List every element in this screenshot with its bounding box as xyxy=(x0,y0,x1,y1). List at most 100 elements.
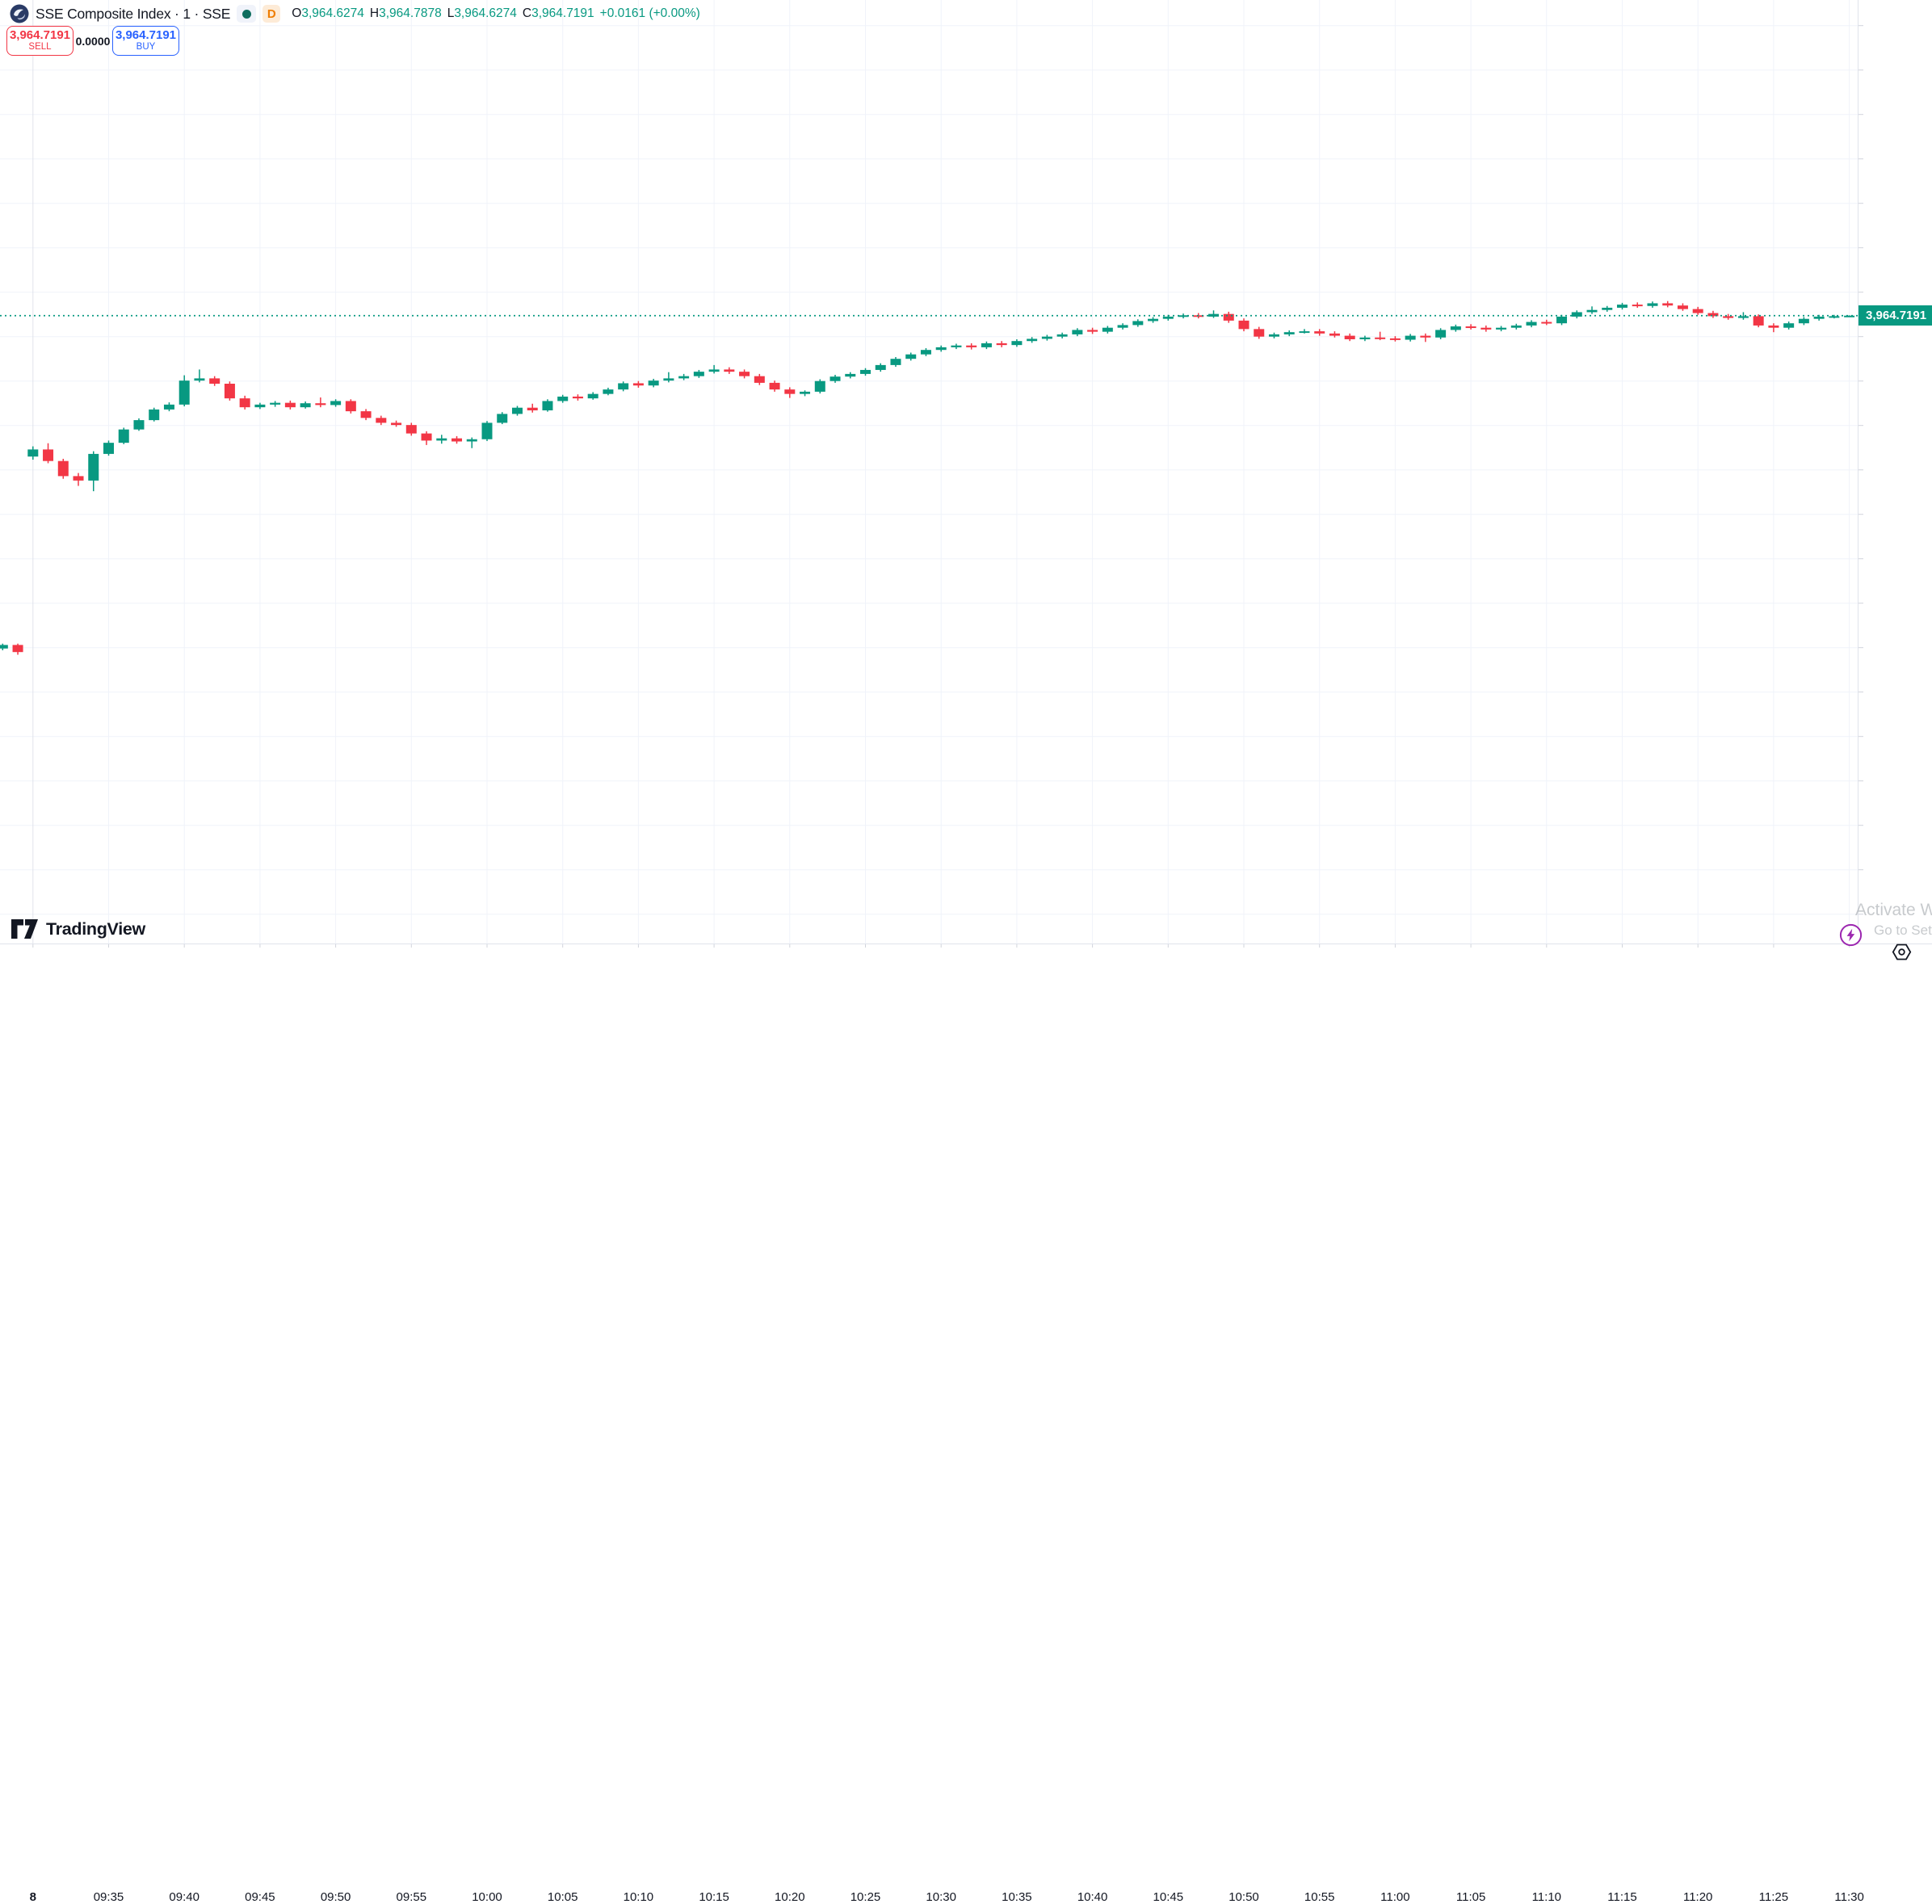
candle-body-down xyxy=(739,372,750,376)
price-axis[interactable]: 4,030.00004,020.00004,010.00004,000.0000… xyxy=(1858,0,1932,944)
candle-body-down xyxy=(996,343,1007,346)
candle-body-down xyxy=(1087,330,1098,332)
candle-body-up xyxy=(1011,341,1023,346)
time-axis-label: 11:15 xyxy=(1607,1890,1637,1904)
instant-order-lightning-icon[interactable] xyxy=(1839,923,1863,947)
candle-body-up xyxy=(254,404,266,408)
candle-body-down xyxy=(1753,316,1764,326)
time-axis-label: 10:15 xyxy=(699,1890,729,1904)
candle-body-up xyxy=(1647,303,1658,306)
candle-body-up xyxy=(194,378,205,381)
open-value: 3,964.6274 xyxy=(301,6,364,20)
candle-body-up xyxy=(149,409,160,421)
candle-body-up xyxy=(1056,334,1068,337)
candle-body-up xyxy=(1813,316,1825,319)
candle-body-down xyxy=(1465,326,1476,329)
candle-body-down xyxy=(239,398,250,408)
time-axis-label: 10:40 xyxy=(1077,1890,1108,1904)
time-axis-label: 10:10 xyxy=(623,1890,654,1904)
time-axis-label: 10:00 xyxy=(472,1890,502,1904)
sell-label: SELL xyxy=(28,42,52,53)
candle-body-up xyxy=(981,343,992,347)
tradingview-logo-icon xyxy=(11,919,38,939)
time-axis-label: 09:40 xyxy=(169,1890,200,1904)
candle-body-up xyxy=(587,393,598,399)
candle-body-down xyxy=(527,407,538,410)
delayed-data-badge[interactable]: D xyxy=(262,5,281,23)
candle-body-down xyxy=(391,422,402,426)
candle-body-up xyxy=(557,396,569,401)
candle-body-up xyxy=(663,378,674,381)
candle-body-down xyxy=(1223,313,1234,321)
candle-body-up xyxy=(1510,325,1522,328)
time-axis-label: 10:20 xyxy=(775,1890,805,1904)
candle-body-up xyxy=(1829,316,1840,318)
time-axis-label: 09:45 xyxy=(245,1890,275,1904)
candle-body-down xyxy=(572,396,583,399)
candle-body-down xyxy=(1329,333,1340,336)
candle-body-down xyxy=(405,425,417,434)
candle-body-up xyxy=(618,383,629,390)
time-axis-label: 11:30 xyxy=(1834,1890,1864,1904)
tradingview-logo[interactable]: TradingView xyxy=(11,917,145,941)
candle-body-up xyxy=(1072,330,1083,334)
candle-body-down xyxy=(73,476,84,481)
candle-body-up xyxy=(330,401,342,406)
time-axis-label: 11:10 xyxy=(1531,1890,1562,1904)
market-status-dot xyxy=(242,9,251,19)
candle-body-up xyxy=(163,404,174,410)
time-axis-label: 10:30 xyxy=(926,1890,956,1904)
time-axis-label: 10:35 xyxy=(1002,1890,1032,1904)
candle-body-up xyxy=(875,364,886,370)
sell-button[interactable]: 3,964.7191 SELL xyxy=(6,26,74,56)
settings-hexagon-icon[interactable] xyxy=(1892,943,1912,961)
candle-body-up xyxy=(1783,323,1795,328)
time-axis-label: 10:25 xyxy=(850,1890,881,1904)
candle-body-up xyxy=(1556,316,1568,324)
candle-body-up xyxy=(27,449,39,457)
candle-body-up xyxy=(1405,335,1416,340)
candle-body-down xyxy=(724,369,735,372)
candle-body-up xyxy=(951,345,962,347)
time-axis-label: 10:45 xyxy=(1153,1890,1184,1904)
time-axis-label: 09:35 xyxy=(93,1890,124,1904)
candle-body-up xyxy=(1268,334,1279,337)
time-axis-label: 11:05 xyxy=(1455,1890,1486,1904)
candle-body-up xyxy=(466,439,477,442)
candle-body-up xyxy=(88,453,99,481)
buy-button[interactable]: 3,964.7191 BUY xyxy=(112,26,179,56)
candle-body-down xyxy=(1692,309,1703,313)
candle-body-up xyxy=(603,389,614,394)
candle-body-down xyxy=(1677,305,1688,309)
candle-body-up xyxy=(133,420,145,430)
time-axis-label: 09:50 xyxy=(320,1890,351,1904)
candle-body-up xyxy=(800,391,811,394)
candle-body-up xyxy=(1148,318,1159,322)
symbol-title[interactable]: SSE Composite Index · 1 · SSE xyxy=(36,5,231,22)
time-axis-label: 10:50 xyxy=(1228,1890,1259,1904)
candle-body-up xyxy=(1162,316,1174,319)
candle-body-up xyxy=(1299,331,1310,334)
candle-body-up xyxy=(436,438,447,441)
time-axis-label: 10:55 xyxy=(1304,1890,1335,1904)
candle-body-up xyxy=(1208,313,1220,317)
candle-body-up xyxy=(300,403,311,408)
candle-body-up xyxy=(178,380,190,405)
candlestick-chart[interactable] xyxy=(0,0,1932,965)
time-axis[interactable]: 8 09:35 09:40 09:45 09:50 09:55 10:00 10:05 10:1… xyxy=(0,944,1932,1904)
candle-body-up xyxy=(118,429,129,443)
candle-body-up xyxy=(270,402,281,405)
candle-body-down xyxy=(421,433,432,441)
buy-price: 3,964.7191 xyxy=(115,27,177,42)
candle-body-up xyxy=(1737,316,1749,318)
tradingview-logo-text: TradingView xyxy=(46,918,145,939)
current-price-tag: 3,964.7191 xyxy=(1858,305,1932,326)
market-status-chip xyxy=(237,5,257,23)
candle-body-up xyxy=(890,359,901,365)
candle-body-up xyxy=(1027,338,1038,342)
ohlc-readout: O3,964.6274 H3,964.7878 L3,964.6274 C3,9… xyxy=(292,6,700,21)
candle-body-up xyxy=(814,380,825,392)
candle-body-up xyxy=(905,354,917,359)
low-label: L xyxy=(447,6,455,20)
candle-body-down xyxy=(784,389,796,394)
